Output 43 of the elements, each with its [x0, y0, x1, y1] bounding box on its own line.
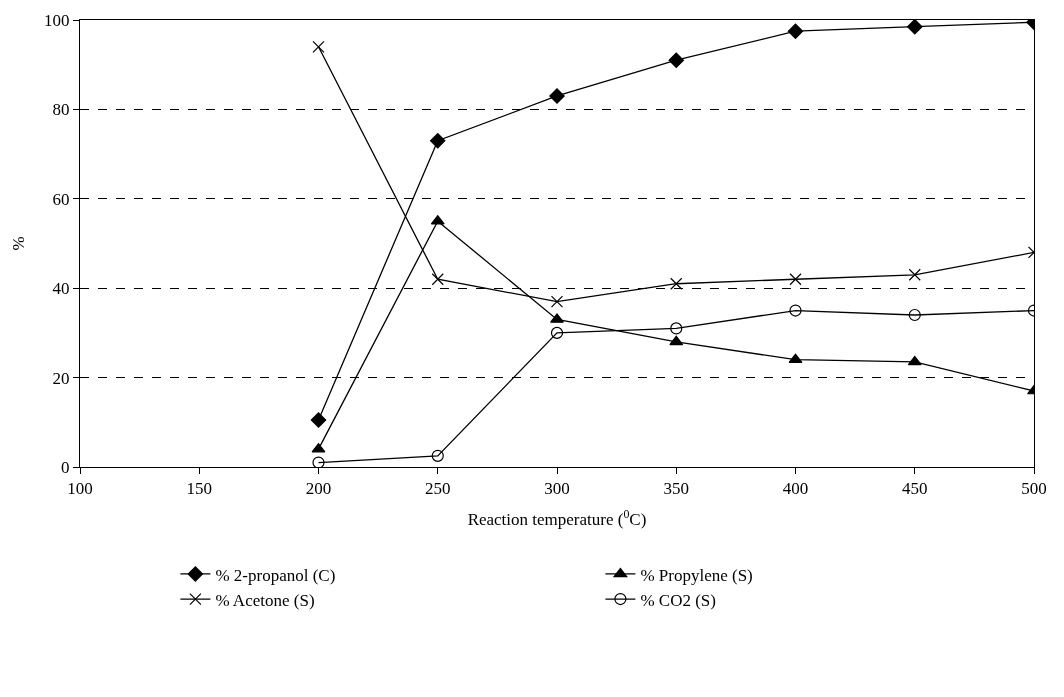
point [668, 52, 684, 68]
point [787, 23, 804, 39]
point [549, 88, 565, 104]
legend-label: % 2-propanol (C) [215, 565, 336, 585]
x-tick-label: 250 [425, 479, 451, 499]
y-tick-label: 100 [44, 10, 70, 30]
x-tick-label: 350 [663, 479, 689, 499]
x-axis-title: Reaction temperature ($^{0}$C) [467, 506, 647, 529]
point [669, 335, 684, 346]
point [788, 353, 803, 364]
point [312, 40, 325, 53]
point [670, 322, 683, 335]
x-tick-label: 450 [902, 479, 928, 499]
legend-label: % Acetone (S) [215, 590, 315, 610]
point [908, 268, 921, 281]
x-tick-label: 200 [305, 479, 332, 499]
x-tick-label: 100 [67, 479, 93, 499]
x-tick-label: 300 [544, 479, 570, 499]
point [789, 273, 802, 286]
legend-label: % CO2 (S) [640, 590, 716, 610]
point [431, 273, 444, 286]
x-tick-label: 400 [782, 479, 809, 499]
x-tick-label: 150 [186, 479, 212, 499]
y-axis-title: % [8, 236, 28, 251]
point [310, 412, 327, 428]
x-tick-label: 500 [1021, 479, 1047, 499]
y-tick-label: 80 [52, 100, 70, 120]
point [550, 326, 564, 339]
point [550, 295, 564, 308]
y-tick-label: 0 [61, 457, 70, 477]
point [431, 449, 444, 462]
point [908, 308, 921, 322]
y-tick-label: 20 [52, 368, 70, 388]
legend-label: % Propylene (S) [640, 565, 753, 585]
point [430, 132, 446, 149]
point [907, 355, 922, 366]
point [670, 277, 683, 290]
point [312, 456, 325, 467]
point [550, 313, 564, 323]
y-tick-label: 40 [52, 279, 70, 299]
point [789, 304, 802, 317]
y-tick-label: 60 [52, 189, 70, 209]
point [907, 20, 923, 35]
